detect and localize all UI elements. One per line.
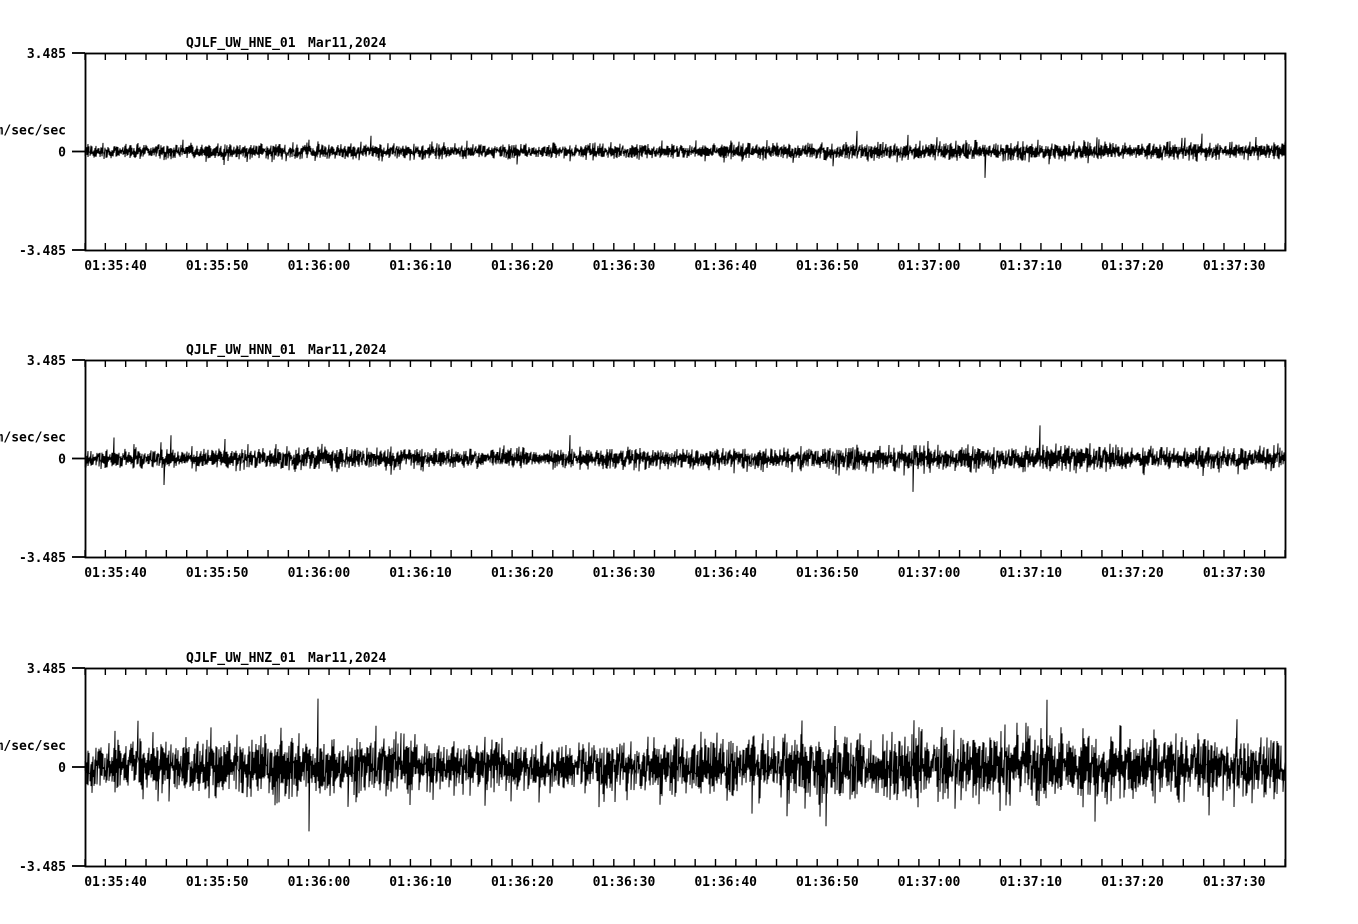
y-axis-max-label: 3.485 [27, 662, 66, 677]
x-axis-tick-label: 01:36:50 [796, 259, 859, 274]
seismogram-plot: QJLF_UW_HNN_01 Mar11,2024 3.485 0 -3.485 cm/s… [0, 343, 1287, 581]
panel-title-date: Mar11,2024 [308, 343, 386, 358]
x-axis-tick-label: 01:36:20 [491, 259, 554, 274]
seismogram-panel: QJLF_UW_HNN_01 Mar11,2024 3.485 0 -3.485 cm/s… [0, 307, 1358, 617]
y-axis-zero-label: 0 [58, 453, 66, 468]
y-axis-zero-label: 0 [58, 146, 66, 161]
x-axis-tick-label: 01:37:30 [1203, 875, 1266, 890]
waveform-trace [84, 130, 1286, 178]
panel-title-channel: QJLF_UW_HNZ_01 [186, 651, 296, 666]
y-axis-min-label: -3.485 [19, 860, 66, 875]
x-axis-tick-label: 01:36:50 [796, 566, 859, 581]
x-axis-tick-label: 01:37:10 [999, 566, 1062, 581]
x-axis-tick-label: 01:36:00 [288, 875, 351, 890]
panel-title-date: Mar11,2024 [308, 651, 386, 666]
x-axis-tick-label: 01:36:10 [389, 566, 452, 581]
x-axis-tick-label: 01:37:00 [898, 566, 961, 581]
x-axis-tick-label: 01:36:40 [694, 875, 757, 890]
seismogram-plot: QJLF_UW_HNZ_01 Mar11,2024 3.485 0 -3.485 cm/s… [0, 651, 1287, 890]
seismogram-plot: QJLF_UW_HNE_01 Mar11,2024 3.485 0 -3.485 cm/s… [0, 36, 1287, 274]
plot-frame-overlay [84, 359, 1287, 559]
x-axis-tick-label: 01:36:40 [694, 259, 757, 274]
x-axis-tick-label: 01:36:50 [796, 875, 859, 890]
x-axis-tick-label: 01:36:00 [288, 259, 351, 274]
panel-title-channel: QJLF_UW_HNE_01 [186, 36, 296, 51]
x-axis-tick-label: 01:36:10 [389, 259, 452, 274]
panel-title-channel: QJLF_UW_HNN_01 [186, 343, 296, 358]
x-axis-tick-label: 01:36:30 [593, 566, 656, 581]
x-axis-tick-label: 01:35:40 [84, 875, 147, 890]
x-axis-tick-label: 01:37:10 [999, 259, 1062, 274]
seismogram-panel: QJLF_UW_HNZ_01 Mar11,2024 3.485 0 -3.485 cm/s… [0, 615, 1358, 924]
y-axis-unit-label: cm/sec/sec [0, 431, 66, 446]
x-axis-tick-label: 01:35:40 [84, 566, 147, 581]
x-axis-tick-label: 01:37:00 [898, 259, 961, 274]
x-axis-tick-label: 01:37:20 [1101, 259, 1164, 274]
panel-title-date: Mar11,2024 [308, 36, 386, 51]
x-axis-tick-label: 01:37:20 [1101, 566, 1164, 581]
waveform-trace [84, 698, 1286, 832]
x-axis-tick-label: 01:36:20 [491, 566, 554, 581]
x-axis-tick-label: 01:37:00 [898, 875, 961, 890]
x-axis-tick-label: 01:37:30 [1203, 259, 1266, 274]
plot-frame-overlay [84, 667, 1287, 868]
x-axis-tick-label: 01:36:30 [593, 875, 656, 890]
x-axis-tick-label: 01:36:30 [593, 259, 656, 274]
y-axis-max-label: 3.485 [27, 47, 66, 62]
x-axis-tick-label: 01:37:10 [999, 875, 1062, 890]
x-axis-tick-label: 01:36:40 [694, 566, 757, 581]
seismogram-panel: QJLF_UW_HNE_01 Mar11,2024 3.485 0 -3.485 cm/s… [0, 0, 1358, 310]
x-axis-tick-label: 01:36:00 [288, 566, 351, 581]
x-axis-tick-label: 01:36:20 [491, 875, 554, 890]
waveform-trace [84, 425, 1286, 492]
x-axis-tick-label: 01:35:50 [186, 259, 249, 274]
x-axis-tick-label: 01:35:50 [186, 566, 249, 581]
x-axis-tick-label: 01:35:40 [84, 259, 147, 274]
x-axis-tick-label: 01:36:10 [389, 875, 452, 890]
y-axis-max-label: 3.485 [27, 354, 66, 369]
x-axis-tick-label: 01:37:30 [1203, 566, 1266, 581]
x-axis-tick-label: 01:35:50 [186, 875, 249, 890]
y-axis-min-label: -3.485 [19, 244, 66, 259]
y-axis-unit-label: cm/sec/sec [0, 124, 66, 139]
plot-frame-overlay [84, 52, 1287, 252]
x-axis-tick-label: 01:37:20 [1101, 875, 1164, 890]
y-axis-zero-label: 0 [58, 761, 66, 776]
y-axis-min-label: -3.485 [19, 551, 66, 566]
y-axis-unit-label: cm/sec/sec [0, 739, 66, 754]
